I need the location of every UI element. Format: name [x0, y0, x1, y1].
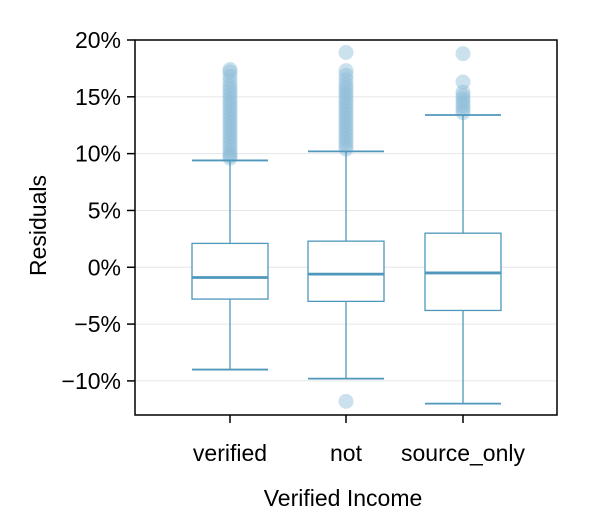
outlier-point — [222, 105, 238, 121]
outlier-point — [338, 100, 354, 116]
outlier-point — [338, 393, 354, 409]
outlier-point — [222, 77, 238, 93]
outlier-point — [222, 129, 238, 145]
outlier-point — [338, 93, 354, 109]
outlier-point — [338, 63, 354, 79]
outlier-point — [222, 118, 238, 134]
box-source_only — [424, 46, 502, 405]
outlier-point — [222, 68, 238, 84]
y-tick-label: −5% — [74, 311, 121, 337]
outlier-point — [222, 95, 238, 110]
outlier-point — [222, 108, 238, 124]
x-tick-label: verified — [193, 440, 267, 466]
outlier-point — [222, 101, 238, 117]
outlier-point — [222, 91, 238, 107]
x-axis-title: Verified Income — [264, 485, 423, 511]
outlier-point — [222, 88, 238, 104]
outlier-point — [338, 90, 354, 106]
outlier-point — [455, 98, 471, 114]
y-tick-label: 20% — [75, 27, 121, 53]
outlier-point — [455, 88, 471, 104]
outlier-point — [455, 105, 471, 121]
outlier-point — [338, 127, 354, 143]
axes: −10% −5% 0% 5% 10% 15% 20% verified not source_on… — [62, 27, 526, 466]
outlier-point — [338, 117, 354, 133]
outlier-point — [338, 107, 354, 123]
outlier-point — [338, 87, 354, 103]
y-tick-label: 10% — [75, 141, 121, 167]
y-tick-label: 0% — [88, 254, 121, 280]
outlier-point — [338, 114, 354, 130]
outlier-point — [338, 110, 354, 126]
y-tick-label: 15% — [75, 84, 121, 110]
y-axis-title: Residuals — [25, 175, 51, 276]
outlier-point — [338, 80, 354, 96]
y-tick-label: 5% — [88, 197, 121, 223]
iqr-box — [191, 242, 269, 300]
outlier-point — [338, 134, 354, 150]
x-tick-label: source_only — [401, 440, 526, 466]
outlier-point — [222, 115, 238, 131]
outlier-point — [455, 101, 471, 117]
outlier-point — [222, 150, 238, 166]
outlier-point — [338, 67, 354, 83]
outlier-point — [338, 131, 354, 147]
outlier-point — [222, 142, 238, 158]
outlier-point — [338, 121, 354, 137]
y-tick-label: −10% — [62, 368, 121, 394]
box-not — [307, 45, 385, 409]
plot-area — [191, 45, 502, 409]
outlier-point — [222, 112, 238, 128]
outlier-point — [338, 76, 354, 92]
outlier-point — [455, 95, 471, 110]
outlier-point — [338, 124, 354, 140]
outlier-point — [338, 104, 354, 120]
outlier-point — [455, 91, 471, 107]
iqr-box — [307, 240, 385, 303]
outlier-point — [222, 84, 238, 100]
outlier-point — [455, 74, 471, 90]
outlier-point — [338, 45, 354, 60]
outlier-point — [455, 84, 471, 100]
outlier-point — [222, 98, 238, 114]
outlier-point — [338, 72, 354, 88]
outlier-point — [222, 81, 238, 97]
outlier-point — [338, 141, 354, 157]
x-tick-label: not — [330, 440, 363, 466]
outlier-point — [222, 73, 238, 89]
outlier-point — [222, 132, 238, 148]
outlier-point — [222, 146, 238, 162]
outlier-point — [338, 97, 354, 113]
outlier-point — [222, 125, 238, 141]
outlier-point — [222, 64, 238, 80]
outlier-point — [222, 122, 238, 138]
outlier-point — [222, 135, 238, 151]
box-verified — [191, 62, 269, 371]
outlier-point — [455, 46, 471, 62]
outlier-point — [338, 83, 354, 99]
outlier-point — [222, 62, 238, 78]
outlier-point — [338, 138, 354, 154]
outlier-point — [222, 139, 238, 155]
